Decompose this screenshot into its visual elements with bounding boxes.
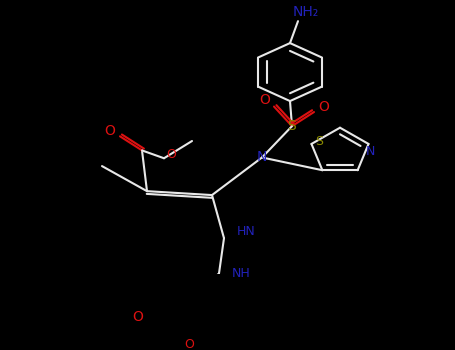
Text: HN: HN: [237, 225, 255, 238]
Text: N: N: [257, 150, 267, 164]
Text: O: O: [166, 148, 176, 161]
Text: O: O: [105, 124, 116, 138]
Text: O: O: [318, 100, 329, 114]
Text: O: O: [259, 93, 270, 107]
Text: N: N: [366, 145, 375, 158]
Text: O: O: [184, 338, 194, 350]
Text: NH: NH: [232, 267, 250, 280]
Text: S: S: [288, 119, 296, 133]
Text: O: O: [132, 309, 143, 323]
Text: S: S: [315, 135, 324, 148]
Text: NH₂: NH₂: [293, 5, 319, 19]
